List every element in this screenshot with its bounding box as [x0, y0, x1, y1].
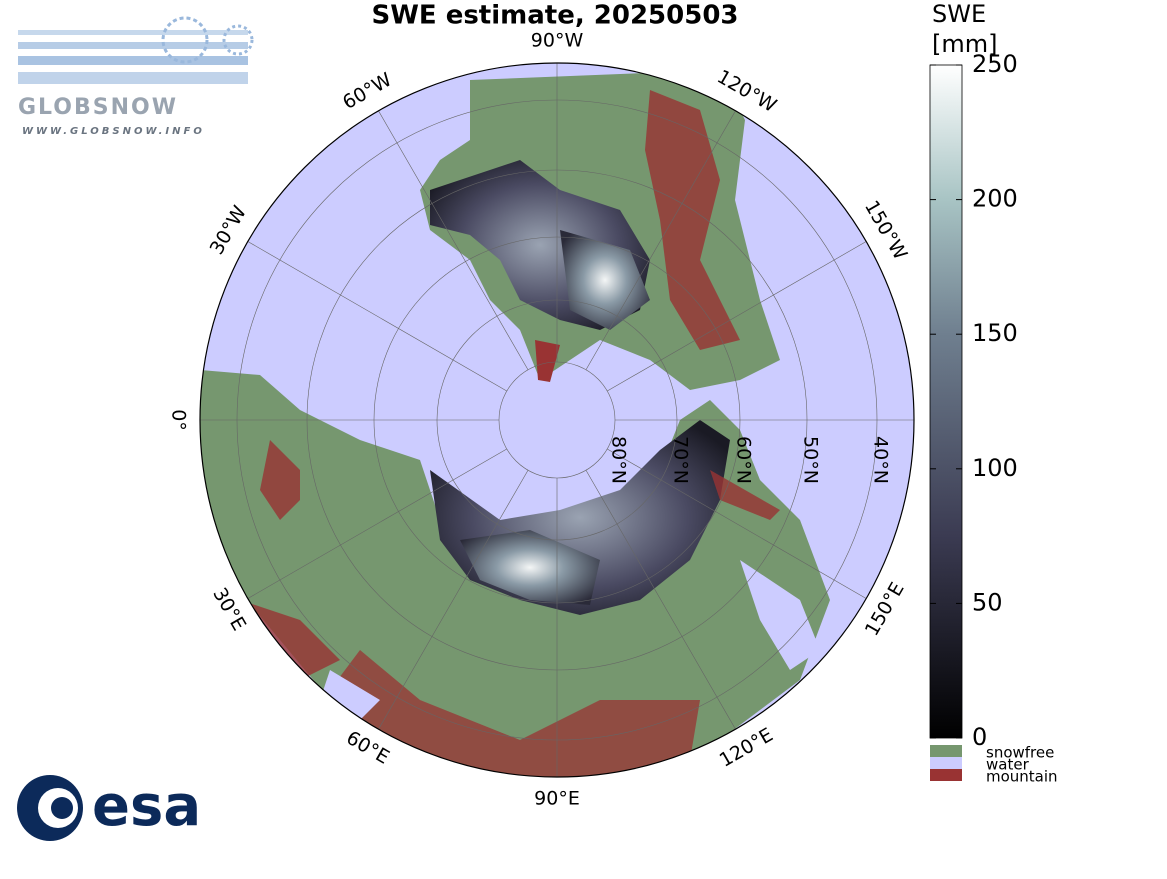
legend-swatch	[930, 745, 962, 757]
legend-label: water	[986, 756, 1030, 774]
colorbar-tick-label: 250	[972, 50, 1018, 78]
map-border	[199, 62, 915, 778]
colorbar-tick-label: 150	[972, 319, 1018, 347]
meridian-line	[607, 241, 867, 392]
legend-swatch	[930, 757, 962, 769]
mountain	[535, 340, 560, 382]
longitude-label: 90°W	[531, 30, 584, 52]
colorbar-tick-label: 200	[972, 185, 1018, 213]
esa-text: esa	[92, 774, 201, 839]
snow-cover	[560, 230, 650, 330]
meridian-line	[378, 470, 529, 730]
colorbar-tick-label: 0	[972, 723, 987, 751]
latitude-label: 70°N	[670, 436, 692, 484]
meridian-line	[607, 448, 867, 599]
longitude-label: 90°E	[534, 788, 580, 810]
meridian-line	[378, 110, 529, 370]
meridian-line	[247, 241, 507, 392]
legend-label: mountain	[986, 768, 1058, 786]
colorbar-tick-label: 50	[972, 588, 1003, 616]
mountain	[240, 440, 780, 680]
latitude-label: 50°N	[800, 436, 822, 484]
latitude-label: 40°N	[870, 436, 892, 484]
meridian-line	[247, 448, 507, 599]
colorbar	[929, 64, 963, 739]
meridian-line	[585, 470, 736, 730]
colorbar-tick-label: 100	[972, 454, 1018, 482]
longitude-label: 0°	[168, 409, 190, 431]
snow-cover	[460, 530, 600, 605]
colorbar-label: [mm]	[932, 30, 997, 58]
esa-logo: esa	[17, 774, 201, 841]
meridian-line	[585, 110, 736, 370]
colorbar-label: SWE	[932, 0, 986, 28]
title: SWE estimate, 20250503	[371, 1, 738, 31]
mountain	[645, 90, 740, 350]
map-disk	[200, 63, 914, 777]
graticule	[200, 63, 914, 777]
latitude-label: 60°N	[733, 436, 755, 484]
legend-swatch	[930, 769, 962, 781]
logo-text: GLOBSNOW	[18, 95, 178, 120]
logo-url: WWW.GLOBSNOW.INFO	[22, 126, 205, 137]
water	[320, 560, 820, 720]
latitude-label: 80°N	[608, 436, 630, 484]
legend-label: snowfree	[986, 744, 1054, 762]
globsnow-logo: GLOBSNOW WWW.GLOBSNOW.INFO	[18, 16, 254, 137]
